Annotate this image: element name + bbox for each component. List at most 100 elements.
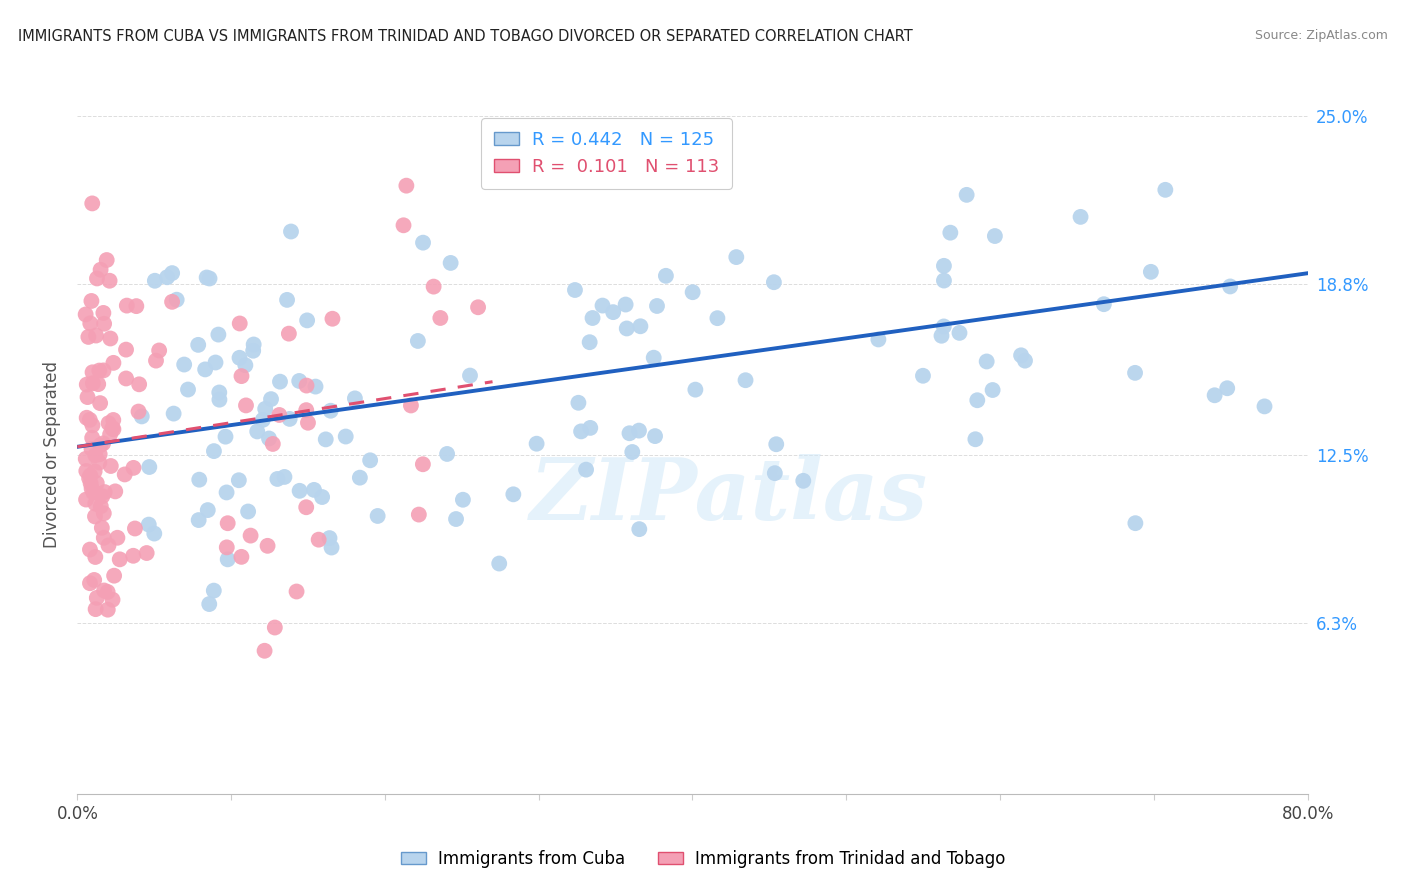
Point	[436, 447, 458, 461]
Point	[614, 297, 637, 311]
Point	[395, 178, 418, 193]
Point	[295, 313, 318, 327]
Point	[115, 343, 138, 357]
Point	[440, 256, 463, 270]
Point	[564, 283, 586, 297]
Point	[567, 396, 589, 410]
Point	[79, 317, 101, 331]
Point	[104, 484, 127, 499]
Point	[1014, 353, 1036, 368]
Point	[422, 279, 444, 293]
Point	[228, 351, 250, 365]
Point	[239, 528, 262, 542]
Point	[526, 436, 548, 450]
Point	[948, 326, 970, 340]
Point	[295, 403, 318, 417]
Point	[80, 442, 103, 456]
Point	[125, 299, 148, 313]
Point	[242, 337, 264, 351]
Point	[215, 485, 238, 500]
Point	[579, 421, 602, 435]
Point	[100, 331, 122, 345]
Point	[392, 219, 415, 233]
Text: ZIPatlas: ZIPatlas	[530, 454, 928, 537]
Point	[252, 413, 274, 427]
Point	[195, 270, 218, 285]
Text: Source: ZipAtlas.com: Source: ZipAtlas.com	[1254, 29, 1388, 42]
Point	[228, 473, 250, 487]
Point	[217, 552, 239, 566]
Point	[762, 275, 785, 289]
Point	[80, 482, 103, 496]
Point	[235, 358, 257, 372]
Point	[273, 470, 295, 484]
Point	[89, 363, 111, 377]
Point	[103, 422, 125, 436]
Point	[96, 253, 118, 268]
Point	[734, 373, 756, 387]
Point	[80, 293, 103, 308]
Point	[75, 308, 97, 322]
Point	[1070, 210, 1092, 224]
Point	[592, 299, 614, 313]
Point	[1123, 366, 1146, 380]
Point	[257, 432, 280, 446]
Point	[981, 383, 1004, 397]
Point	[90, 521, 112, 535]
Point	[231, 549, 253, 564]
Point	[103, 568, 125, 582]
Point	[236, 504, 259, 518]
Point	[263, 620, 285, 634]
Point	[966, 393, 988, 408]
Point	[93, 506, 115, 520]
Point	[349, 470, 371, 484]
Point	[217, 516, 239, 531]
Point	[297, 416, 319, 430]
Point	[101, 421, 124, 435]
Point	[103, 356, 125, 370]
Point	[644, 429, 666, 443]
Point	[103, 413, 125, 427]
Point	[160, 294, 183, 309]
Point	[956, 187, 979, 202]
Point	[75, 492, 97, 507]
Point	[148, 343, 170, 358]
Point	[685, 383, 707, 397]
Text: IMMIGRANTS FROM CUBA VS IMMIGRANTS FROM TRINIDAD AND TOBAGO DIVORCED OR SEPARATE: IMMIGRANTS FROM CUBA VS IMMIGRANTS FROM …	[18, 29, 912, 44]
Point	[399, 399, 422, 413]
Point	[202, 583, 225, 598]
Point	[645, 299, 668, 313]
Point	[868, 333, 890, 347]
Point	[1125, 516, 1147, 531]
Point	[84, 509, 107, 524]
Point	[643, 351, 665, 365]
Point	[429, 310, 451, 325]
Point	[367, 508, 389, 523]
Point	[763, 466, 786, 480]
Point	[91, 436, 114, 450]
Point	[295, 500, 318, 515]
Point	[932, 319, 955, 334]
Point	[246, 425, 269, 439]
Point	[93, 306, 115, 320]
Point	[160, 266, 183, 280]
Point	[128, 377, 150, 392]
Point	[82, 485, 104, 500]
Point	[138, 517, 160, 532]
Point	[1219, 279, 1241, 293]
Point	[207, 327, 229, 342]
Point	[82, 418, 104, 433]
Point	[97, 602, 120, 616]
Point	[502, 487, 524, 501]
Point	[124, 521, 146, 535]
Point	[75, 451, 97, 466]
Point	[98, 427, 121, 442]
Point	[444, 512, 467, 526]
Point	[406, 334, 429, 348]
Point	[488, 557, 510, 571]
Point	[288, 483, 311, 498]
Point	[187, 513, 209, 527]
Point	[285, 584, 308, 599]
Point	[451, 492, 474, 507]
Point	[335, 429, 357, 443]
